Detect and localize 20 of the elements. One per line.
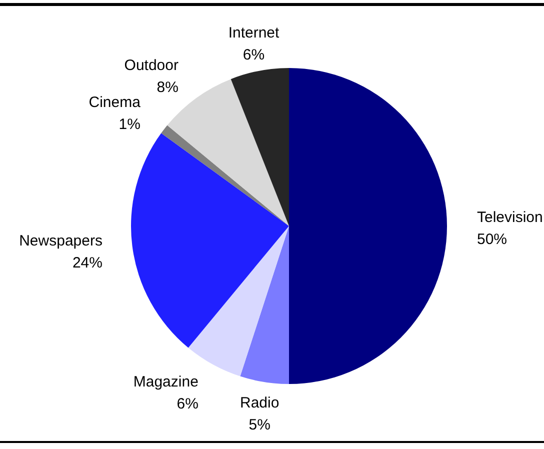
data-label: 5% (248, 416, 270, 434)
slice-label: Outdoor (124, 56, 178, 74)
data-label: 6% (176, 396, 198, 413)
slice-label: Magazine (133, 374, 198, 391)
data-label: 8% (156, 78, 178, 96)
slice-label: Radio (240, 394, 280, 412)
slice-label: Cinema (88, 94, 142, 111)
pie-slice (289, 68, 447, 384)
slice-label: Internet (228, 24, 280, 42)
pie-slice (131, 133, 289, 348)
pie-slice (161, 125, 289, 226)
data-label: 50% (477, 231, 508, 248)
data-label: 1% (118, 116, 140, 133)
data-label: 24% (72, 254, 102, 272)
pie-slice (188, 226, 289, 376)
slice-label: Television (477, 209, 543, 226)
data-label: 6% (242, 46, 265, 64)
slice-label: Newspapers (19, 232, 102, 250)
pie-slice (230, 68, 289, 226)
pie-slice (240, 226, 289, 384)
